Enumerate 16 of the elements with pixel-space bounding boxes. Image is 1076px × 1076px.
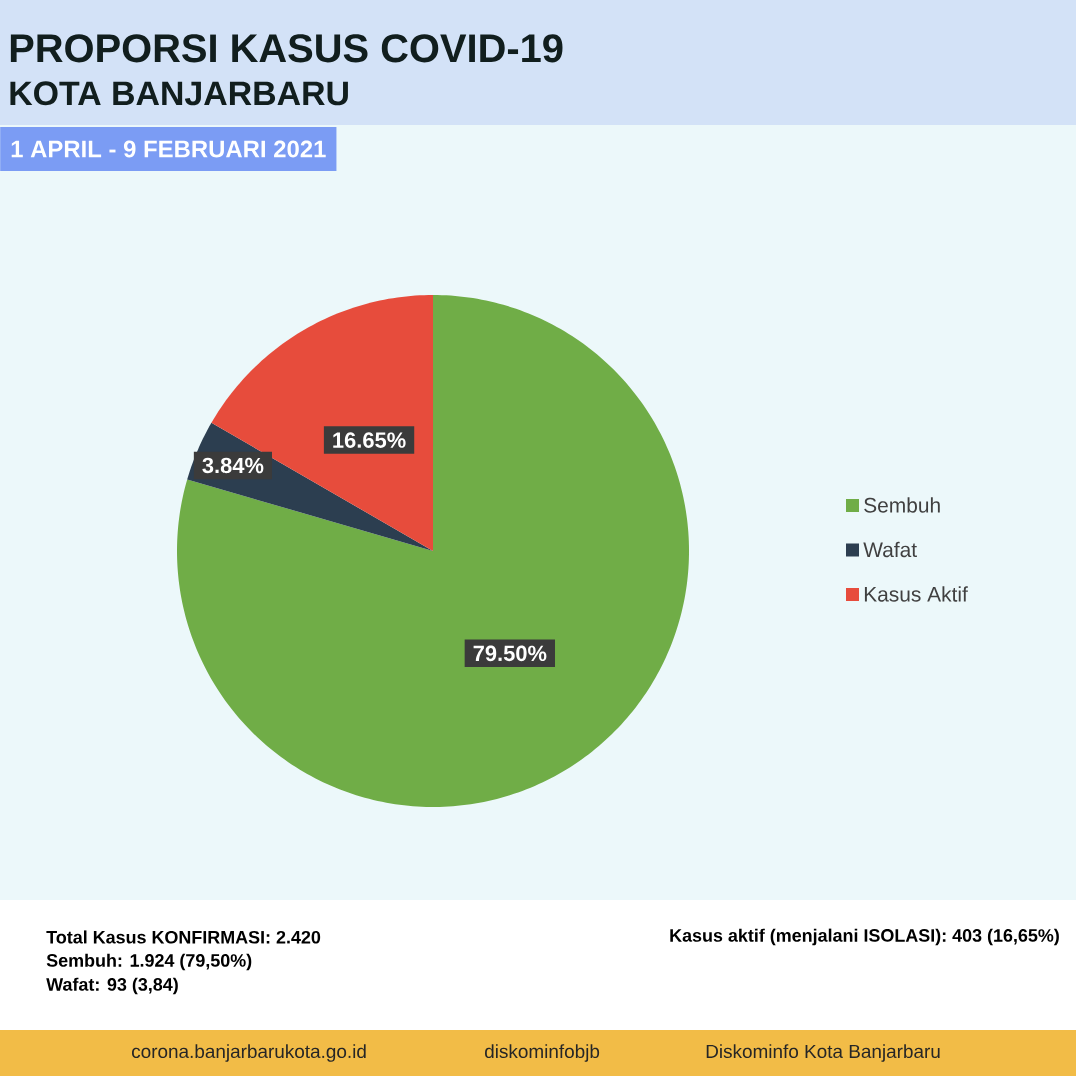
chart-subtitle: KOTA BANJARBARU	[10, 81, 348, 106]
text: corona.banjarbarukota.go.id	[132, 1044, 366, 1062]
text: Kasus aktif (menjalani ISOLASI): 403 (16,65%)	[670, 928, 1059, 946]
legend-label: Sembuh	[864, 497, 940, 513]
text: diskominfobjb	[485, 1044, 600, 1062]
text: Total Kasus KONFIRMASI: 2.420	[46, 930, 321, 944]
chart-title: PROPORSI KASUS COVID-19	[10, 34, 563, 63]
text: Sembuh: 1.924 (79,50%)	[46, 953, 252, 971]
data-label: 79.50%	[473, 645, 547, 662]
legend-label: Kasus Aktif	[864, 586, 968, 602]
data-label: 16.65%	[333, 432, 406, 448]
legend-label: Wafat	[863, 541, 917, 558]
text: Wafat: 93 (3,84)	[46, 977, 178, 995]
data-label: 3.84%	[202, 457, 264, 474]
text: 1 APRIL - 9 FEBRUARI 2021	[11, 140, 326, 158]
text: Diskominfo Kota Banjarbaru	[706, 1044, 940, 1062]
